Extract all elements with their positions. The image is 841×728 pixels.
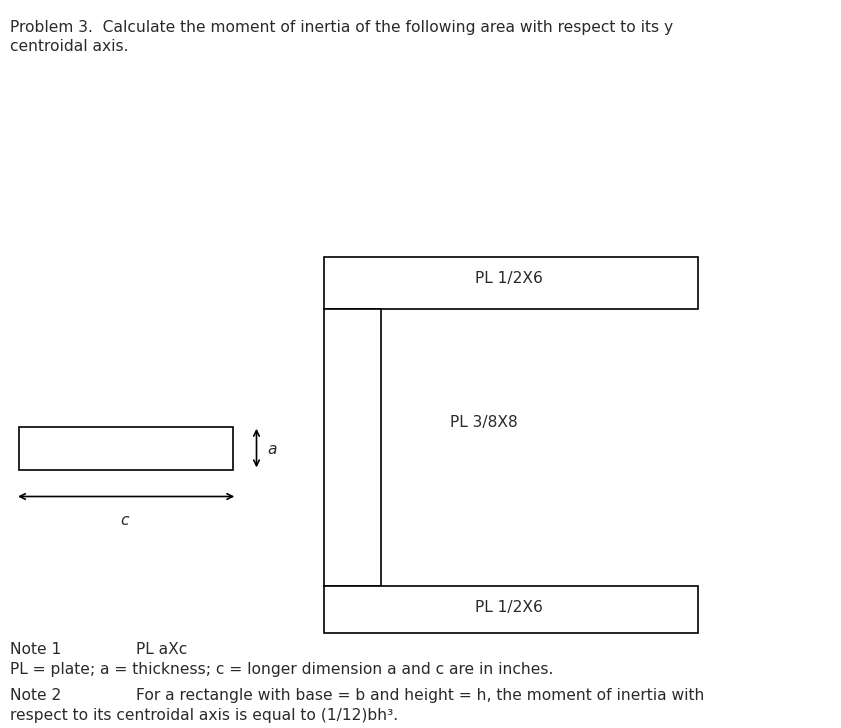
Text: a: a: [267, 443, 277, 457]
Bar: [324, 257, 698, 309]
Bar: [324, 309, 381, 586]
Text: Note 2: Note 2: [10, 688, 61, 703]
Bar: [19, 427, 233, 470]
Text: centroidal axis.: centroidal axis.: [10, 39, 129, 55]
Text: PL 1/2X6: PL 1/2X6: [475, 271, 542, 285]
Text: PL 1/2X6: PL 1/2X6: [475, 601, 542, 615]
Text: PL = plate; a = thickness; c = longer dimension a and c are in inches.: PL = plate; a = thickness; c = longer di…: [10, 662, 553, 678]
Text: PL 3/8X8: PL 3/8X8: [450, 415, 518, 430]
Bar: [324, 586, 698, 633]
Text: c: c: [120, 513, 129, 528]
Text: respect to its centroidal axis is equal to (1/12)bh³.: respect to its centroidal axis is equal …: [10, 708, 399, 724]
Text: Note 1: Note 1: [10, 642, 61, 657]
Text: PL aXc: PL aXc: [136, 642, 188, 657]
Text: For a rectangle with base = b and height = h, the moment of inertia with: For a rectangle with base = b and height…: [136, 688, 705, 703]
Text: Problem 3.  Calculate the moment of inertia of the following area with respect t: Problem 3. Calculate the moment of inert…: [10, 20, 673, 36]
